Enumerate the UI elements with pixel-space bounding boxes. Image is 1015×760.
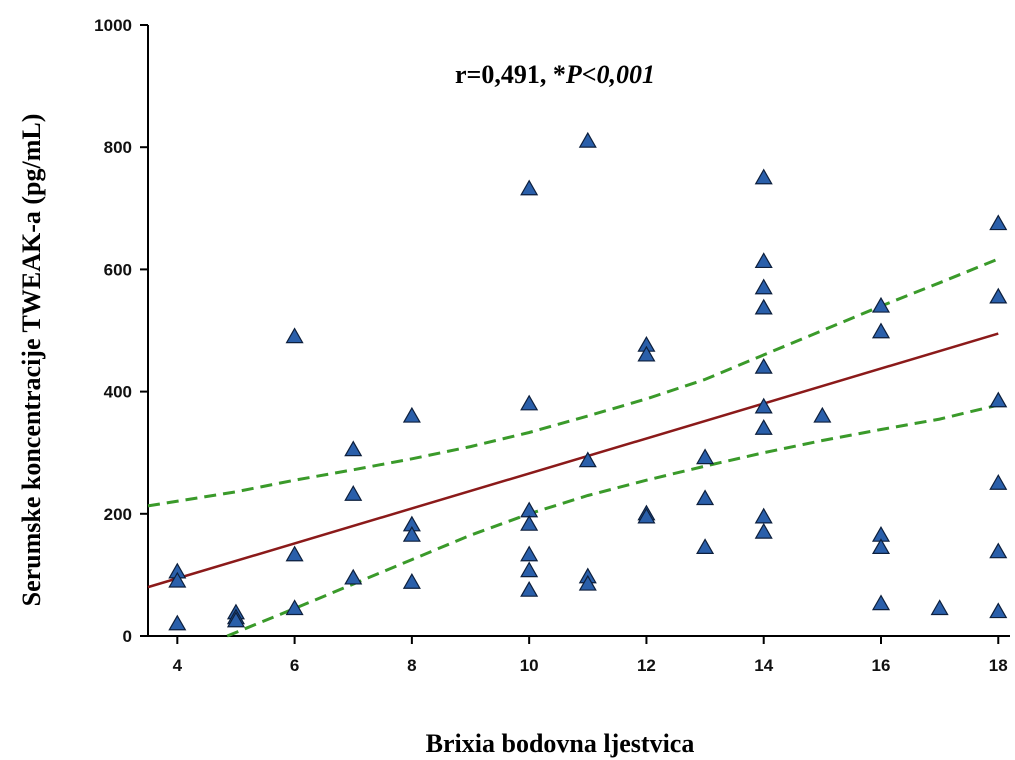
data-point <box>989 391 1008 408</box>
correlation-annotation: r=0,491, *P<0,001 <box>455 60 655 89</box>
fit-lines <box>147 257 999 638</box>
correlation-annotation-prefix: r=0,491, * <box>455 60 566 89</box>
data-point <box>754 419 773 435</box>
data-point <box>637 507 656 524</box>
data-point <box>930 599 949 616</box>
y-axis-title: Serumske koncentracije TWEAK-a (pg/mL) <box>17 114 46 607</box>
data-point <box>226 611 245 628</box>
data-point <box>696 489 715 506</box>
data-point <box>344 440 363 457</box>
y-tick-label: 200 <box>104 505 132 524</box>
data-point <box>871 594 891 611</box>
x-tick-label: 4 <box>173 656 183 675</box>
data-point <box>285 545 304 562</box>
data-point <box>989 474 1008 490</box>
data-points <box>168 131 1008 631</box>
y-tick-label: 1000 <box>94 16 132 35</box>
data-point <box>754 397 773 414</box>
data-point <box>989 214 1008 231</box>
data-point <box>989 542 1008 559</box>
data-point <box>871 296 891 313</box>
data-point <box>754 357 773 374</box>
data-point <box>578 131 597 148</box>
data-point <box>754 507 773 524</box>
data-point <box>520 179 539 196</box>
x-tick-label: 14 <box>754 656 773 675</box>
data-point <box>989 602 1008 619</box>
x-axis-title: Brixia bodovna ljestvica <box>426 729 695 758</box>
data-point <box>637 345 656 362</box>
data-point <box>754 278 773 295</box>
x-tick-label: 16 <box>872 656 891 675</box>
data-point <box>520 394 539 411</box>
y-tick-label: 0 <box>123 627 132 646</box>
data-point <box>520 545 539 562</box>
data-point <box>285 327 304 344</box>
data-point <box>402 525 421 542</box>
data-point <box>813 406 832 423</box>
x-tick-label: 10 <box>520 656 539 675</box>
data-point <box>578 451 597 468</box>
data-point <box>754 168 773 185</box>
data-point <box>754 252 773 269</box>
x-tick-label: 8 <box>407 656 416 675</box>
data-point <box>696 448 715 465</box>
data-point <box>344 485 363 501</box>
data-point <box>520 580 539 597</box>
x-tick-label: 18 <box>989 656 1008 675</box>
data-point <box>168 614 187 631</box>
y-tick-label: 800 <box>104 138 132 157</box>
data-point <box>520 501 539 518</box>
data-point <box>168 571 187 588</box>
chart-axes <box>147 25 1010 637</box>
data-point <box>871 538 891 555</box>
data-point <box>402 573 421 589</box>
data-point <box>754 298 773 315</box>
y-tick-label: 600 <box>104 260 132 279</box>
data-point <box>344 568 363 585</box>
x-axis-ticks: 4 6 8 10 12 14 16 18 <box>173 636 1008 675</box>
data-point <box>520 514 539 531</box>
y-tick-label: 400 <box>104 383 132 402</box>
data-point <box>578 574 597 591</box>
confidence-band-upper <box>147 257 999 508</box>
x-tick-label: 6 <box>290 656 299 675</box>
regression-line <box>147 332 999 589</box>
data-point <box>402 406 421 423</box>
correlation-annotation-p: P<0,001 <box>565 60 655 89</box>
x-tick-label: 12 <box>637 656 656 675</box>
data-point <box>871 322 891 339</box>
data-point <box>989 287 1008 304</box>
y-axis-ticks: 0 200 400 600 800 1000 <box>94 16 148 646</box>
data-point <box>285 599 304 616</box>
data-point <box>520 561 539 578</box>
data-point <box>754 522 773 539</box>
data-point <box>696 538 715 555</box>
